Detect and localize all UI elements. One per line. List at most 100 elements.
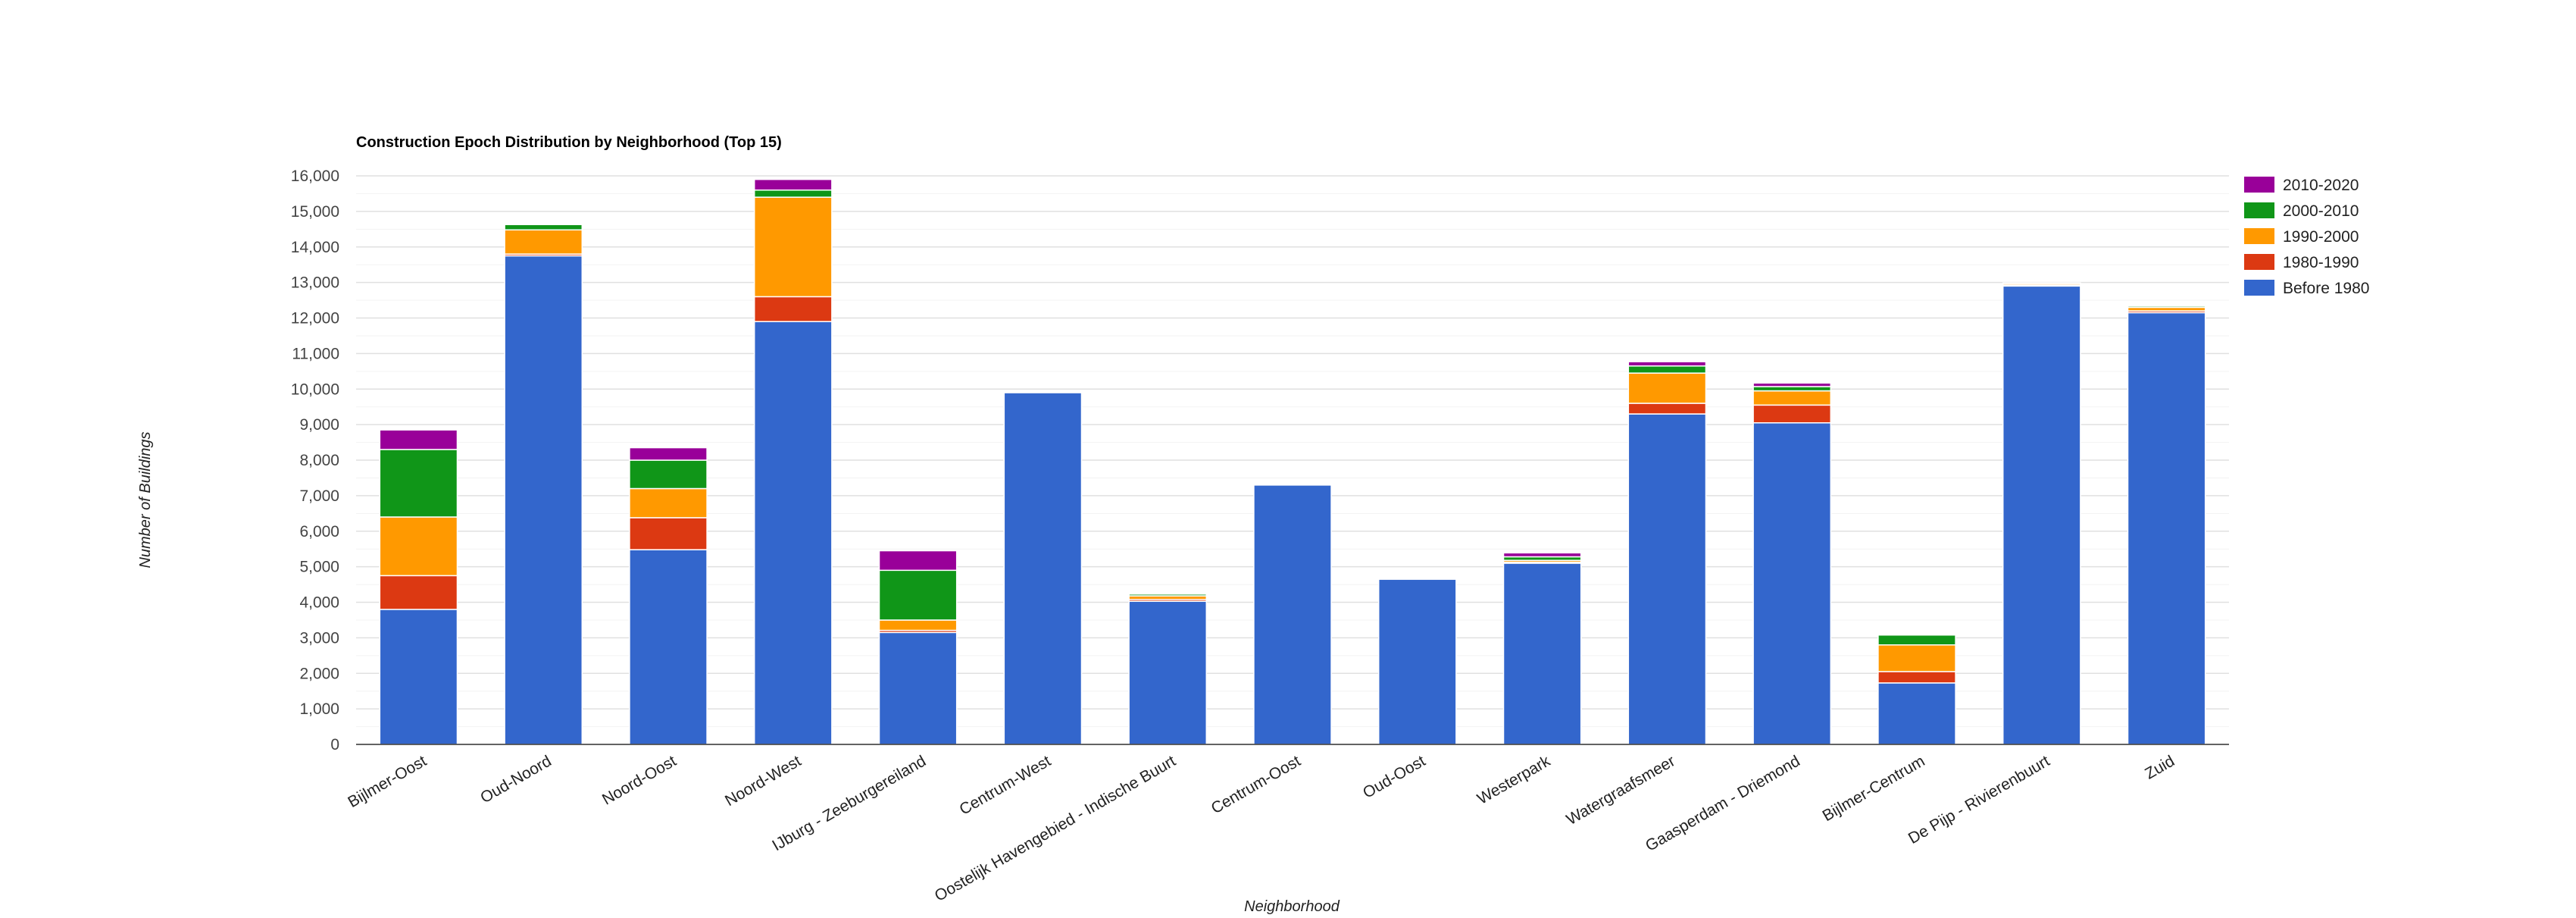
bar-segment: [2127, 304, 2206, 307]
bar-stack: [629, 446, 708, 745]
bar-segment: [629, 487, 708, 519]
y-tick-label: 10,000: [291, 381, 339, 398]
bar-stack: [1752, 382, 1832, 745]
bar-segment: [629, 517, 708, 550]
bar-stack: [878, 550, 958, 745]
legend-swatch: [2244, 228, 2274, 244]
bar-stack: [504, 223, 583, 745]
bar-segment: [878, 619, 958, 631]
bar-stack: [379, 429, 458, 745]
bar-segment: [753, 321, 833, 745]
x-tick-label: Oostelijk Havengebied - Indische Buurt: [932, 752, 1179, 905]
x-tick-label: Noord-West: [722, 752, 804, 810]
y-tick-label: 7,000: [299, 487, 339, 505]
y-tick-label: 5,000: [299, 559, 339, 576]
y-tick-label: 9,000: [299, 416, 339, 434]
bar-stack: [1627, 361, 1707, 745]
y-tick-label: 3,000: [299, 629, 339, 647]
bar-segment: [753, 196, 833, 298]
bar-segment: [1877, 682, 1956, 745]
bar-segment: [1003, 392, 1083, 745]
bar-segment: [504, 255, 583, 745]
legend-item: 1980-1990: [2244, 254, 2359, 271]
x-tick-label: Oud-Noord: [477, 752, 554, 807]
legend-label: 1990-2000: [2283, 228, 2359, 246]
bar-stack: [2002, 282, 2081, 745]
bar-segment: [504, 229, 583, 255]
bar-segment: [1752, 386, 1832, 392]
y-tick-label: 15,000: [291, 203, 339, 221]
legend-item: 2010-2020: [2244, 177, 2359, 194]
y-tick-label: 8,000: [299, 452, 339, 469]
bar-segment: [1627, 413, 1707, 745]
bar-segment: [878, 631, 958, 745]
bar-stack: [1877, 633, 1956, 745]
x-tick-label: Centrum-Oost: [1208, 752, 1304, 817]
bar-segment: [753, 296, 833, 322]
bar-segment: [1752, 404, 1832, 424]
legend-item: Before 1980: [2244, 280, 2369, 297]
x-tick-label: Bijlmer-Centrum: [1820, 752, 1928, 825]
bar-segment: [629, 549, 708, 745]
bar-segment: [379, 609, 458, 745]
bar-segment: [878, 550, 958, 572]
x-axis-label: Neighborhood: [1244, 898, 1340, 915]
y-tick-label: 4,000: [299, 594, 339, 612]
bar-stack: [1253, 481, 1332, 745]
bar-stack: [1377, 576, 1457, 745]
bar-stack: [1128, 593, 1208, 745]
y-tick-label: 11,000: [292, 345, 339, 362]
bar-segment: [379, 516, 458, 577]
bar-segment: [1502, 552, 1582, 558]
bar-stack: [753, 178, 833, 745]
bar-segment: [1627, 372, 1707, 404]
y-axis-ticks: 0 1,000 2,000 3,000 4,000 5,000 6,000 7,000 8,00…: [291, 168, 339, 754]
bar-segment: [2002, 285, 2081, 745]
bar-segment: [504, 224, 583, 230]
y-tick-label: 6,000: [299, 523, 339, 540]
legend-item: 2000-2010: [2244, 202, 2359, 220]
y-tick-label: 0: [330, 736, 339, 754]
bar-stack: [2127, 304, 2206, 745]
legend-label: 1980-1990: [2283, 254, 2359, 271]
x-tick-label: Zuid: [2142, 752, 2177, 782]
bar-segment: [878, 569, 958, 621]
x-axis-ticks: Bijlmer-Oost Oud-Noord Noord-Oost Noord-Wes…: [345, 752, 2177, 905]
legend: 2010-2020 2000-2010 1990-2000 1980-1990 Befo…: [2244, 177, 2369, 297]
y-tick-label: 16,000: [291, 168, 339, 185]
bar-stack: [1502, 552, 1582, 745]
bar-segment: [1627, 403, 1707, 415]
bar-stack: [1003, 390, 1083, 745]
x-tick-label: Westerpark: [1474, 752, 1554, 808]
legend-swatch: [2244, 280, 2274, 296]
x-tick-label: Bijlmer-Oost: [345, 752, 430, 811]
bar-segment: [1752, 382, 1832, 387]
bar-segment: [1502, 562, 1582, 745]
bar-segment: [629, 446, 708, 461]
bar-segment: [1253, 481, 1332, 484]
bar-segment: [753, 190, 833, 198]
bar-segment: [629, 459, 708, 490]
legend-item: 1990-2000: [2244, 228, 2359, 246]
x-tick-label: Oud-Oost: [1360, 752, 1428, 802]
x-tick-label: Centrum-West: [957, 752, 1055, 818]
legend-swatch: [2244, 202, 2274, 218]
bar-segment: [1752, 390, 1832, 406]
bar-segment: [1877, 644, 1956, 672]
legend-label: 2010-2020: [2283, 177, 2359, 194]
y-tick-label: 13,000: [291, 274, 339, 292]
legend-swatch: [2244, 177, 2274, 193]
bar-segment: [1253, 484, 1332, 745]
bar-segment: [379, 449, 458, 518]
y-tick-label: 14,000: [291, 239, 339, 256]
bar-segment: [1752, 422, 1832, 745]
bar-segment: [1627, 365, 1707, 374]
bar-segment: [753, 178, 833, 191]
y-axis-label: Number of Buildings: [137, 431, 154, 568]
y-tick-label: 12,000: [291, 310, 339, 327]
bar-segment: [1877, 633, 1956, 636]
bar-segment: [379, 429, 458, 450]
bar-segment: [1627, 361, 1707, 367]
bar-segment: [1877, 634, 1956, 646]
